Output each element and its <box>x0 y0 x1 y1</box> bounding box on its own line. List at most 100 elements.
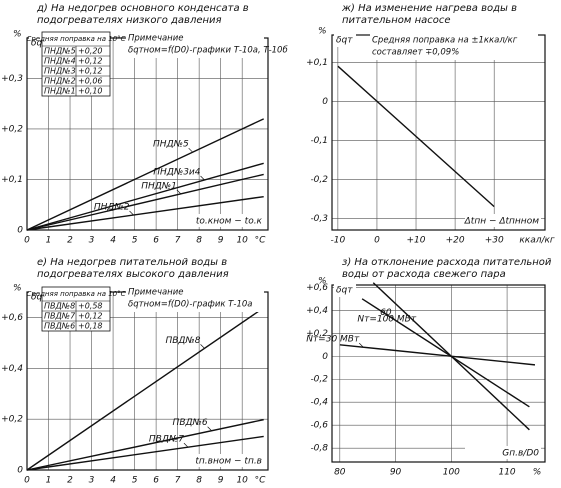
x-tick-label: 5 <box>132 236 138 246</box>
note-bg <box>370 34 538 60</box>
x-tick-label: 1 <box>46 236 52 246</box>
y-tick-label: +0,3 <box>1 74 23 84</box>
series-label: ПНД№5 <box>153 140 189 150</box>
chart-title: воды от расхода свежего пара <box>342 269 506 280</box>
label-leader <box>200 344 205 349</box>
y-tick-label: -0,8 <box>310 444 328 454</box>
table-cell: ПНД№5 <box>44 47 76 56</box>
note: Средняя поправка на ±1ккал/кг <box>372 36 518 46</box>
label-leader <box>129 210 134 216</box>
y-tick-label: -0,4 <box>310 398 328 408</box>
label-leader <box>415 322 421 328</box>
x-tick-label: 90 <box>390 468 402 478</box>
table-cell: +0,12 <box>78 312 103 321</box>
y-tick-label: +0,1 <box>1 175 23 185</box>
y-tick-label: +0,2 <box>1 415 23 425</box>
x-unit: ккал/кг <box>519 236 555 246</box>
series-label: ПВД№7 <box>149 435 184 445</box>
y-tick-label: +0,4 <box>306 306 328 316</box>
x-unit: °C <box>255 236 267 246</box>
series-label: ПВД№8 <box>165 336 200 346</box>
x-tick-label: 100 <box>443 468 460 478</box>
y-tick-label: +0,6 <box>1 313 23 323</box>
series-label: ПНД№2 <box>94 202 130 212</box>
y-tick-label: -0,2 <box>310 375 328 385</box>
x-tick-label: 10 <box>236 236 248 246</box>
chart: е) На недогрев питательной воды вподогре… <box>1 257 269 486</box>
x-tick-label: 10 <box>236 476 248 486</box>
y-tick-label: 0 <box>322 97 328 107</box>
table-cell: +0,06 <box>78 77 103 86</box>
note: составляет ∓0,09% <box>372 48 459 58</box>
note-bg <box>126 286 264 312</box>
chart-title: подогревателях высокого давления <box>37 269 229 280</box>
y-tick-label: +0,6 <box>306 283 328 293</box>
y-tick-label: -0,1 <box>310 136 328 146</box>
chart-title: ж) На изменение нагрева воды в <box>341 3 517 14</box>
x-tick-label: 5 <box>132 476 138 486</box>
series-line <box>337 65 495 208</box>
note: δqтном=f(D0)-график Т-10а <box>128 300 252 310</box>
series-line <box>26 118 264 231</box>
table-cell: +0,18 <box>78 322 103 331</box>
x-tick-label: 2 <box>67 476 73 486</box>
table-header: Средняя поправка на 10°C <box>26 35 125 43</box>
x-axis-label: tо.кном − tо.к <box>196 217 263 227</box>
label-leader <box>391 316 396 321</box>
x-tick-label: 7 <box>175 476 181 486</box>
series-line <box>26 435 264 471</box>
note: Примечание <box>128 288 184 298</box>
x-axis-label: Gп.в/D0 <box>502 449 539 459</box>
x-tick-label: 8 <box>196 236 202 246</box>
x-tick-label: +10 <box>407 236 426 246</box>
note: Примечание <box>128 34 184 44</box>
series-label: Nт=100 МВт <box>357 314 416 324</box>
x-tick-label: 3 <box>89 476 95 486</box>
series-line <box>26 162 264 231</box>
table-cell: +0,20 <box>78 47 103 56</box>
x-axis-label: Δtпн − Δtпнном <box>464 217 540 227</box>
x-tick-label: 0 <box>24 476 30 486</box>
y-unit: % <box>318 277 327 287</box>
xlabel-bg <box>188 454 264 467</box>
y-tick-label: 0 <box>17 226 23 236</box>
y-tick-label: +0,2 <box>306 329 328 339</box>
table-cell: ПВД№6 <box>44 322 75 331</box>
y-tick-label: +0,4 <box>1 364 23 374</box>
series-label: 60 <box>380 308 392 318</box>
x-tick-label: 2 <box>67 236 73 246</box>
chart-title: е) На недогрев питательной воды в <box>37 257 227 268</box>
xlabel-bg <box>465 214 541 227</box>
series-line <box>339 344 536 366</box>
chart-title: з) На отклонение расхода питательной <box>342 257 552 268</box>
y-tick-label: +0,1 <box>306 58 328 68</box>
chart: ж) На изменение нагрева воды впитательно… <box>306 3 555 246</box>
plot-frame <box>331 284 546 463</box>
x-tick-label: -10 <box>331 236 346 246</box>
series-label: Nт=30 МВт <box>306 335 360 345</box>
x-tick-label: 0 <box>374 236 380 246</box>
series-line <box>26 173 264 231</box>
table-cell: ПВД№8 <box>44 302 75 311</box>
table-header: Средняя поправка на 10°C <box>26 290 125 298</box>
y-axis-label: δqт <box>336 36 353 46</box>
y-tick-label: 0 <box>322 352 328 362</box>
label-leader <box>200 175 205 181</box>
y-tick-label: 0 <box>17 466 23 476</box>
table-cell: ПНД№4 <box>44 57 76 66</box>
y-axis-label: δqт <box>31 293 48 303</box>
table-cell: +0,12 <box>78 67 103 76</box>
label-leader <box>358 342 364 348</box>
table-cell: +0,10 <box>78 87 103 96</box>
chart-title: питательном насосе <box>342 15 451 26</box>
x-tick-label: 110 <box>498 468 515 478</box>
table-cell: +0,58 <box>78 302 103 311</box>
series-label: ПВД№6 <box>173 418 208 428</box>
series-label: ПНД№3и4 <box>153 167 201 177</box>
y-tick-label: -0,2 <box>310 175 328 185</box>
x-tick-label: 1 <box>46 476 52 486</box>
table-cell: ПВД№7 <box>44 312 76 321</box>
y-tick-label: -0,3 <box>310 214 328 224</box>
chart: д) На недогрев основного конденсата впод… <box>1 3 288 246</box>
series-label: ПНД№1 <box>141 181 177 191</box>
